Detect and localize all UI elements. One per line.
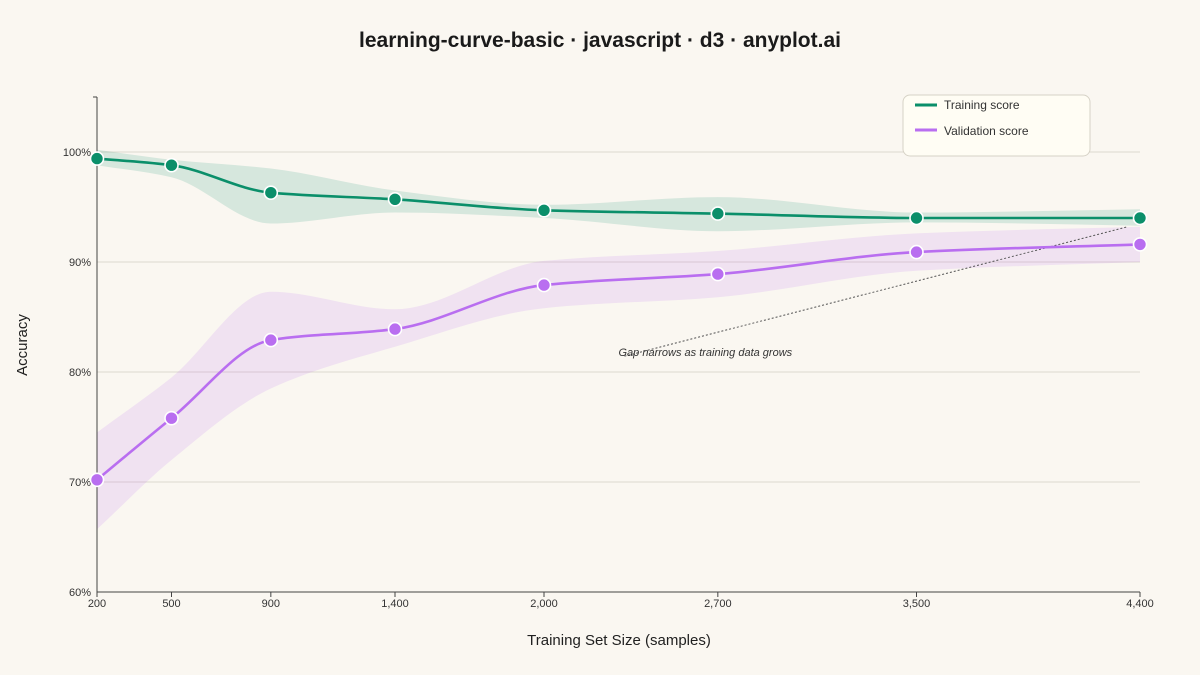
x-tick-label: 1,400 — [381, 598, 409, 610]
legend-label-validation: Validation score — [944, 124, 1029, 138]
validation-score-point — [909, 244, 924, 260]
validation-score-point — [536, 277, 552, 293]
legend-box — [902, 94, 1091, 157]
training-score-point — [387, 192, 403, 207]
x-tick-label: 900 — [262, 598, 280, 610]
training-score-point — [263, 185, 279, 200]
y-tick-label: 100% — [63, 147, 91, 159]
validation-confidence-band — [97, 226, 1140, 530]
annotation-text: Gap narrows as training data grows — [619, 347, 793, 359]
training-score-point — [909, 210, 924, 226]
confidence-bands — [97, 149, 1140, 530]
x-tick-label: 2,000 — [530, 598, 558, 610]
y-axis-label: Accuracy — [14, 314, 31, 376]
validation-score-point — [387, 321, 403, 337]
y-tick-label: 70% — [69, 477, 91, 489]
x-axis-label: Training Set Size (samples) — [527, 632, 711, 649]
legend-label-training: Training score — [944, 98, 1020, 112]
y-tick-label: 60% — [69, 587, 91, 599]
x-tick-label: 2,700 — [704, 598, 732, 610]
training-confidence-band — [97, 149, 1140, 232]
validation-score-point — [1132, 237, 1148, 252]
chart-title: learning-curve-basic · javascript · d3 ·… — [359, 29, 841, 52]
x-tick-label: 500 — [162, 598, 180, 610]
training-score-point — [89, 151, 105, 166]
x-tick-label: 3,500 — [903, 598, 931, 610]
axes: 60% 70% 80% 90% 100% 200 500 900 1,400 2,000 2,700… — [63, 96, 1154, 610]
x-tick-label: 4,400 — [1126, 598, 1154, 610]
x-tick-label: 200 — [88, 598, 106, 610]
training-score-point — [710, 206, 726, 221]
training-score-point — [164, 157, 179, 173]
training-score-point — [1132, 210, 1148, 226]
training-score-point — [536, 203, 552, 218]
validation-score-point — [164, 410, 179, 426]
y-tick-label: 80% — [69, 367, 91, 379]
y-tick-label: 90% — [69, 257, 91, 269]
validation-score-point — [710, 266, 726, 282]
series-points — [89, 151, 1148, 488]
legend: Training score Validation score — [902, 94, 1091, 157]
validation-score-point — [89, 472, 105, 488]
validation-score-point — [263, 332, 279, 348]
